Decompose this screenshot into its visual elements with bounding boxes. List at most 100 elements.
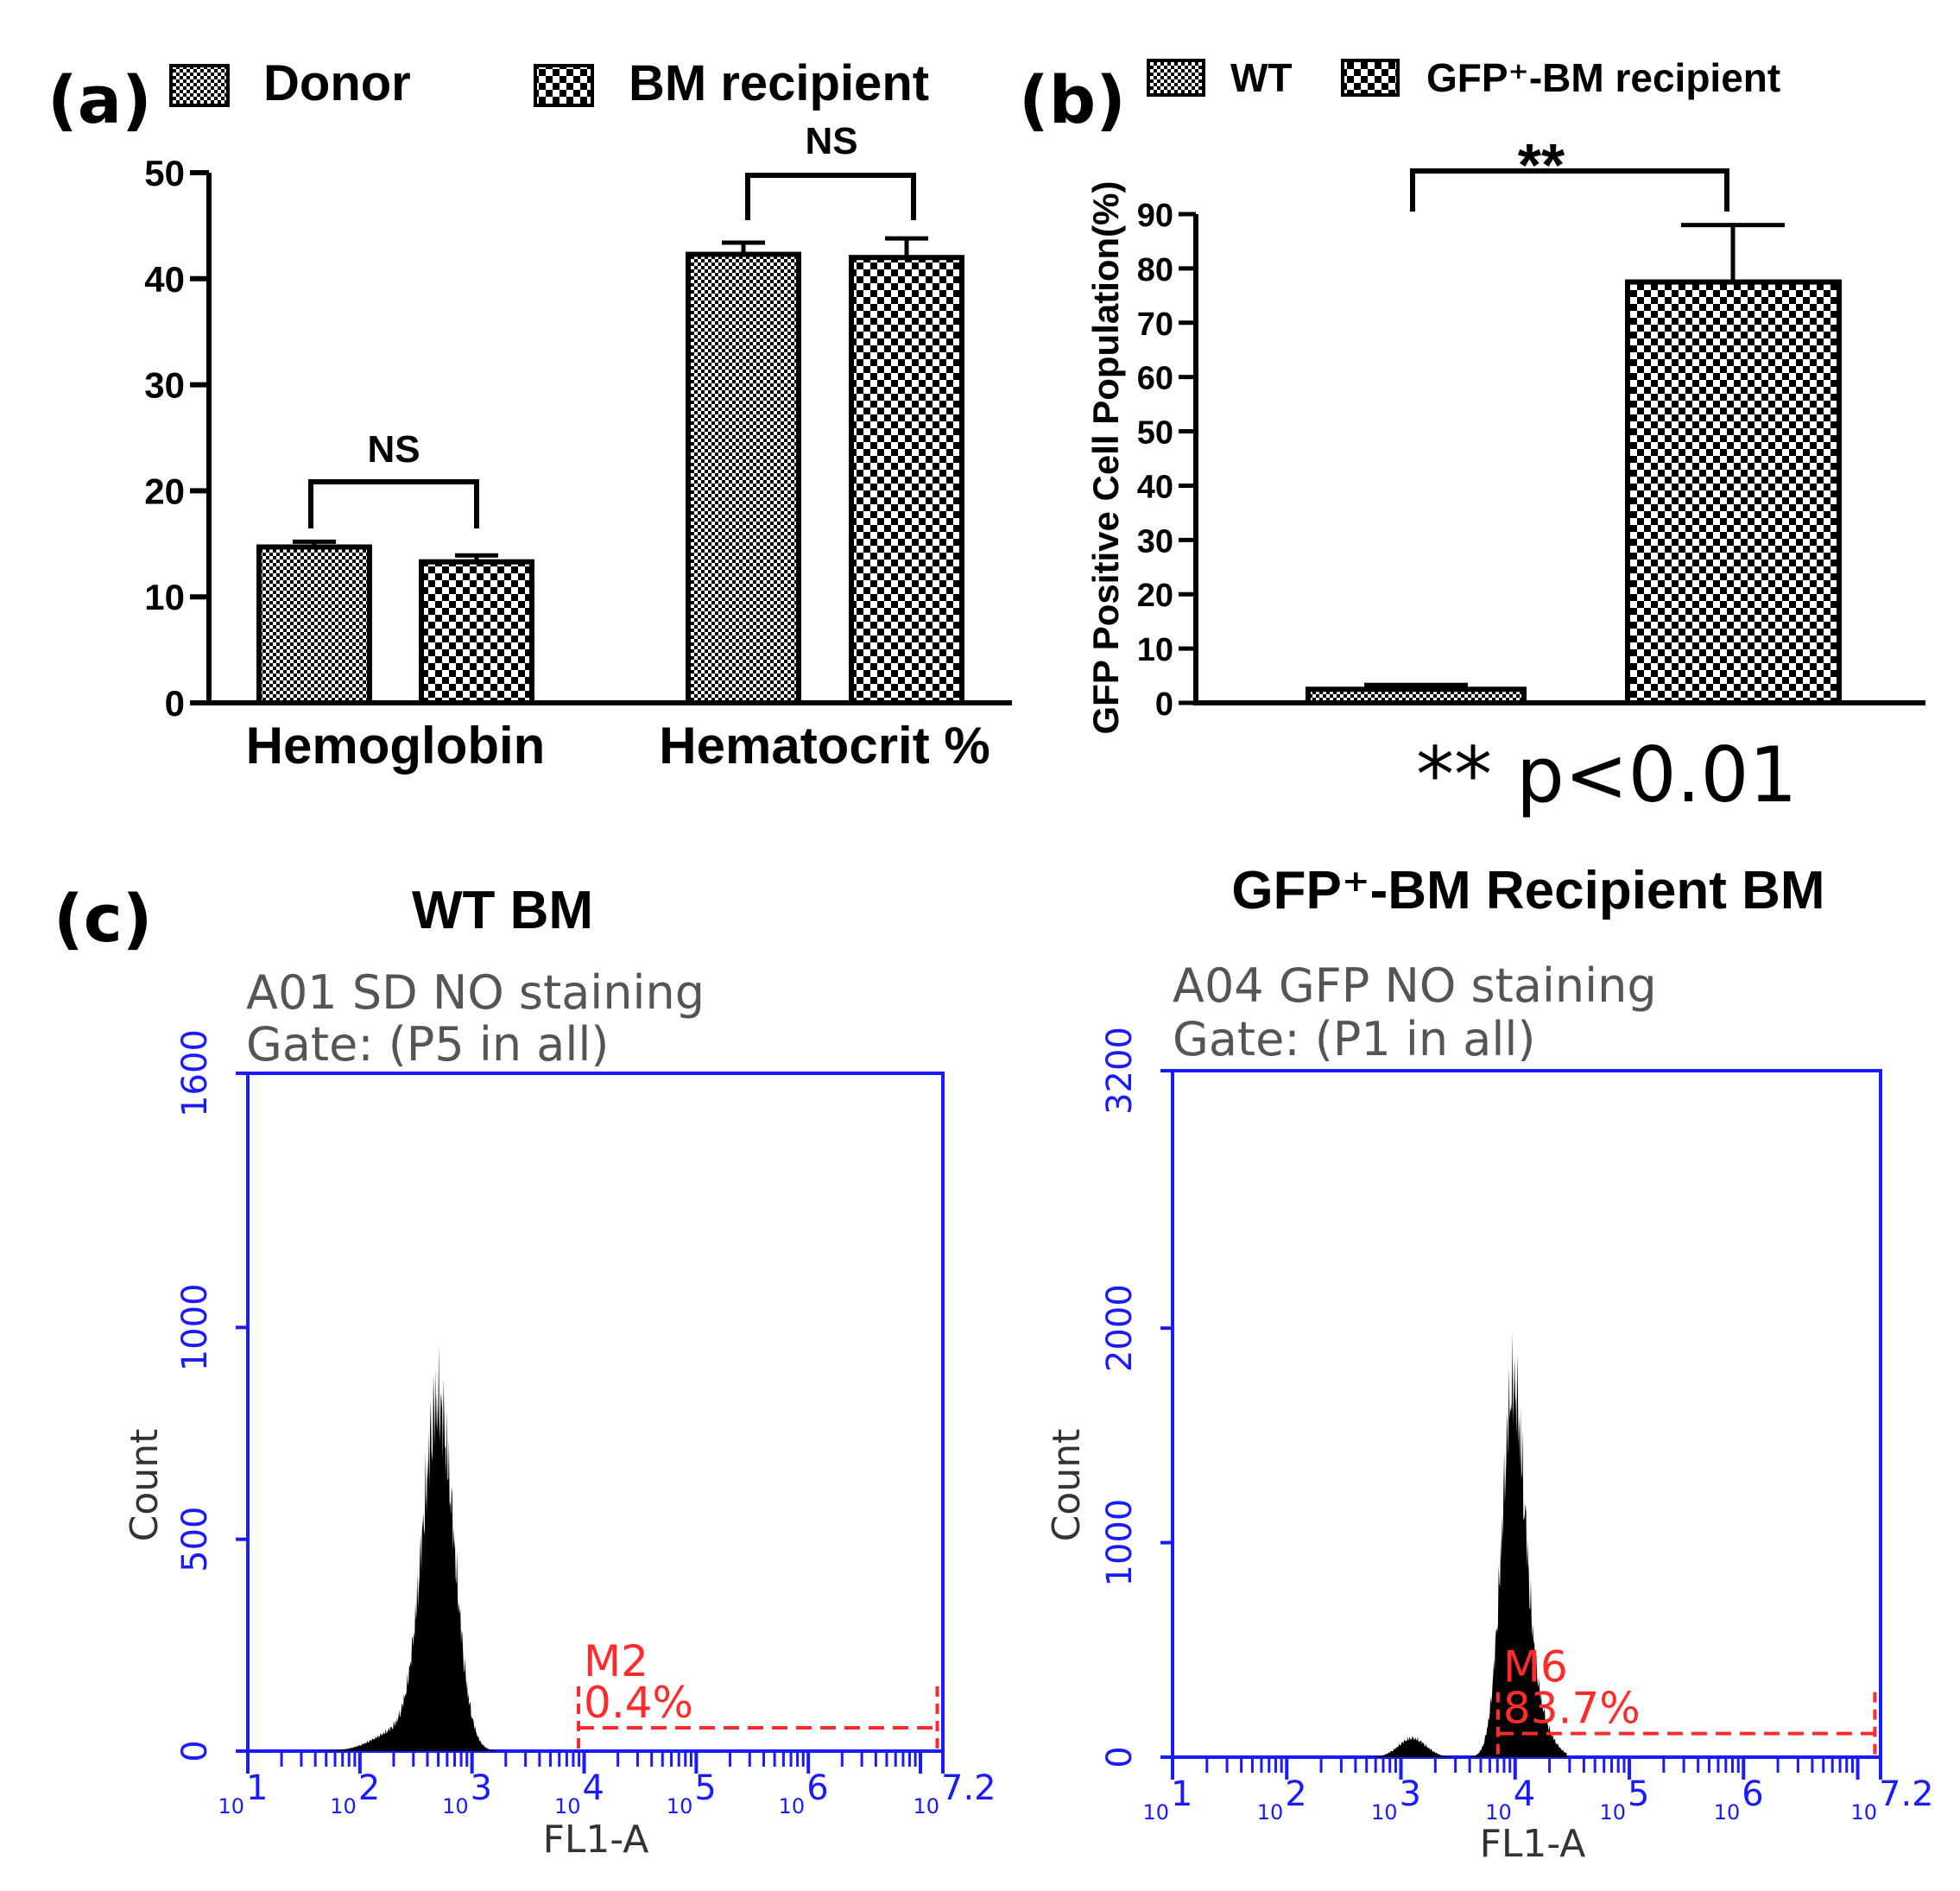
x-tick-base: 10 — [779, 1794, 806, 1818]
hist-1-gate: Gate: (P5 in all) — [246, 1017, 609, 1072]
x-tick-exponent: 1 — [246, 1768, 268, 1808]
hist-1-sample: A01 SD NO staining — [246, 965, 705, 1020]
x-tick-base: 10 — [667, 1794, 693, 1818]
hist-1-xlabel: FL1-A — [543, 1818, 649, 1862]
legend-a-donor-label: Donor — [263, 55, 411, 111]
sig-bracket-hematocrit — [745, 173, 916, 220]
a-ytick-label: 10 — [144, 577, 185, 617]
x-tick-exponent: 1 — [1171, 1774, 1192, 1814]
marker-percent: 0.4% — [584, 1678, 693, 1728]
x-tick-exponent: 6 — [806, 1768, 828, 1808]
legend-a-donor-swatch — [169, 64, 230, 107]
x-tick-base: 10 — [1714, 1800, 1741, 1825]
b-ytick-label: 10 — [1137, 632, 1173, 668]
a-ytick-label: 40 — [144, 259, 185, 300]
b-ytick-label: 20 — [1137, 578, 1173, 614]
marker-name: M6 — [1503, 1642, 1568, 1692]
sig-label-b: ** — [1518, 131, 1565, 199]
sig-bracket-hemoglobin — [308, 479, 479, 528]
sig-label-hematocrit: NS — [805, 120, 857, 162]
x-tick-exponent: 6 — [1742, 1774, 1763, 1814]
panel-b-label: (b) — [1019, 61, 1126, 138]
x-tick-base: 10 — [330, 1794, 357, 1818]
hist-2-xlabel: FL1-A — [1480, 1822, 1586, 1866]
x-tick-base: 10 — [442, 1794, 469, 1818]
bar-recipient-0 — [419, 559, 534, 706]
panel-a: (a) Donor BM recipient 0 10 20 30 40 50 Hemog… — [47, 55, 1012, 775]
sig-label-hemoglobin: NS — [367, 428, 420, 471]
y-tick-label: 0 — [1100, 1746, 1140, 1768]
b-ytick-label: 40 — [1137, 469, 1173, 505]
legend-b-recipient-label: GFP⁺-BM recipient — [1426, 55, 1780, 100]
x-tick-exponent: 2 — [358, 1768, 380, 1808]
x-tick-exponent: 4 — [583, 1768, 604, 1808]
x-category-hemoglobin: Hemoglobin — [246, 717, 546, 775]
y-tick-label: 1000 — [175, 1283, 215, 1371]
x-tick-exponent: 5 — [1628, 1774, 1649, 1814]
legend-a-recipient-swatch — [534, 64, 594, 107]
y-tick-label: 1000 — [1100, 1499, 1140, 1587]
x-tick-exponent: 7.2 — [941, 1768, 996, 1808]
marker-percent: 83.7% — [1503, 1684, 1641, 1734]
b-ytick-label: 30 — [1137, 523, 1173, 560]
panel-b: (b) WT GFP⁺-BM recipient 0 10 20 30 40 50 60 70… — [1019, 55, 1925, 819]
panel-c: (c) WT BM GFP⁺-BM Recipient BM A01 SD NO… — [54, 861, 1934, 1866]
y-tick-label: 2000 — [1100, 1284, 1140, 1372]
a-ytick-label: 50 — [144, 153, 185, 193]
x-tick-exponent: 3 — [1400, 1774, 1421, 1814]
x-category-hematocrit: Hematocrit % — [659, 717, 989, 775]
panel-a-label: (a) — [47, 61, 152, 138]
hist-1-distribution — [248, 1344, 943, 1751]
hist-2-title: GFP⁺-BM Recipient BM — [1231, 861, 1824, 920]
bar-wt — [1306, 686, 1527, 705]
x-tick-base: 10 — [218, 1794, 244, 1818]
a-ytick-label: 30 — [144, 365, 185, 406]
b-ytick-label: 70 — [1137, 307, 1173, 343]
b-ytick-label: 0 — [1155, 686, 1173, 723]
p-value-note: ** p<0.01 — [1416, 730, 1798, 819]
x-tick-base: 10 — [1142, 1800, 1169, 1825]
hist-2-ylabel: Count — [1045, 1429, 1089, 1542]
axis-a-y: 0 10 20 30 40 50 — [144, 153, 212, 724]
x-tick-base: 10 — [913, 1794, 939, 1818]
marker-name: M2 — [584, 1636, 648, 1686]
histogram-wt: A01 SD NO staining Gate: (P5 in all) 10 1… — [123, 965, 996, 1862]
x-tick-exponent: 2 — [1285, 1774, 1306, 1814]
legend-b-wt-swatch — [1147, 59, 1205, 97]
x-tick-exponent: 4 — [1514, 1774, 1535, 1814]
hist-2-gate: Gate: (P1 in all) — [1173, 1012, 1535, 1066]
x-tick-exponent: 7.2 — [1879, 1774, 1934, 1814]
x-tick-base: 10 — [554, 1794, 581, 1818]
b-ytick-label: 90 — [1137, 198, 1173, 234]
bar-gfp-recipient — [1625, 279, 1842, 705]
y-tick-label: 3200 — [1100, 1027, 1140, 1115]
b-ytick-label: 80 — [1137, 252, 1173, 288]
panel-c-label: (c) — [54, 880, 153, 957]
x-tick-base: 10 — [1485, 1800, 1512, 1825]
a-ytick-label: 0 — [165, 683, 185, 724]
b-ytick-label: 60 — [1137, 361, 1173, 397]
hist-1-title: WT BM — [412, 881, 593, 940]
x-tick-base: 10 — [1257, 1800, 1284, 1825]
hist-2-sample: A04 GFP NO staining — [1173, 958, 1657, 1013]
hist-1-ylabel: Count — [123, 1429, 167, 1542]
x-tick-base: 10 — [1599, 1800, 1626, 1825]
b-ytick-label: 50 — [1137, 415, 1173, 452]
bar-donor-0 — [256, 544, 372, 706]
hist-2-distribution — [1173, 1331, 1881, 1757]
legend-b-recipient-swatch — [1341, 59, 1400, 97]
axis-b-ylabel: GFP Positive Cell Population(%) — [1085, 181, 1126, 735]
bar-recipient-1 — [849, 255, 964, 705]
x-tick-exponent: 3 — [471, 1768, 492, 1808]
x-tick-exponent: 5 — [694, 1768, 716, 1808]
sig-bracket-b — [1410, 168, 1729, 212]
x-tick-base: 10 — [1371, 1800, 1398, 1825]
y-tick-label: 1600 — [175, 1029, 215, 1117]
axis-b-y: 0 10 20 30 40 50 60 70 80 90 — [1137, 198, 1198, 723]
bar-donor-1 — [686, 251, 801, 705]
y-tick-label: 500 — [175, 1507, 215, 1572]
y-tick-label: 0 — [175, 1740, 215, 1761]
histogram-gfp: A04 GFP NO staining Gate: (P1 in all) 10… — [1045, 958, 1934, 1866]
x-tick-base: 10 — [1850, 1800, 1877, 1825]
